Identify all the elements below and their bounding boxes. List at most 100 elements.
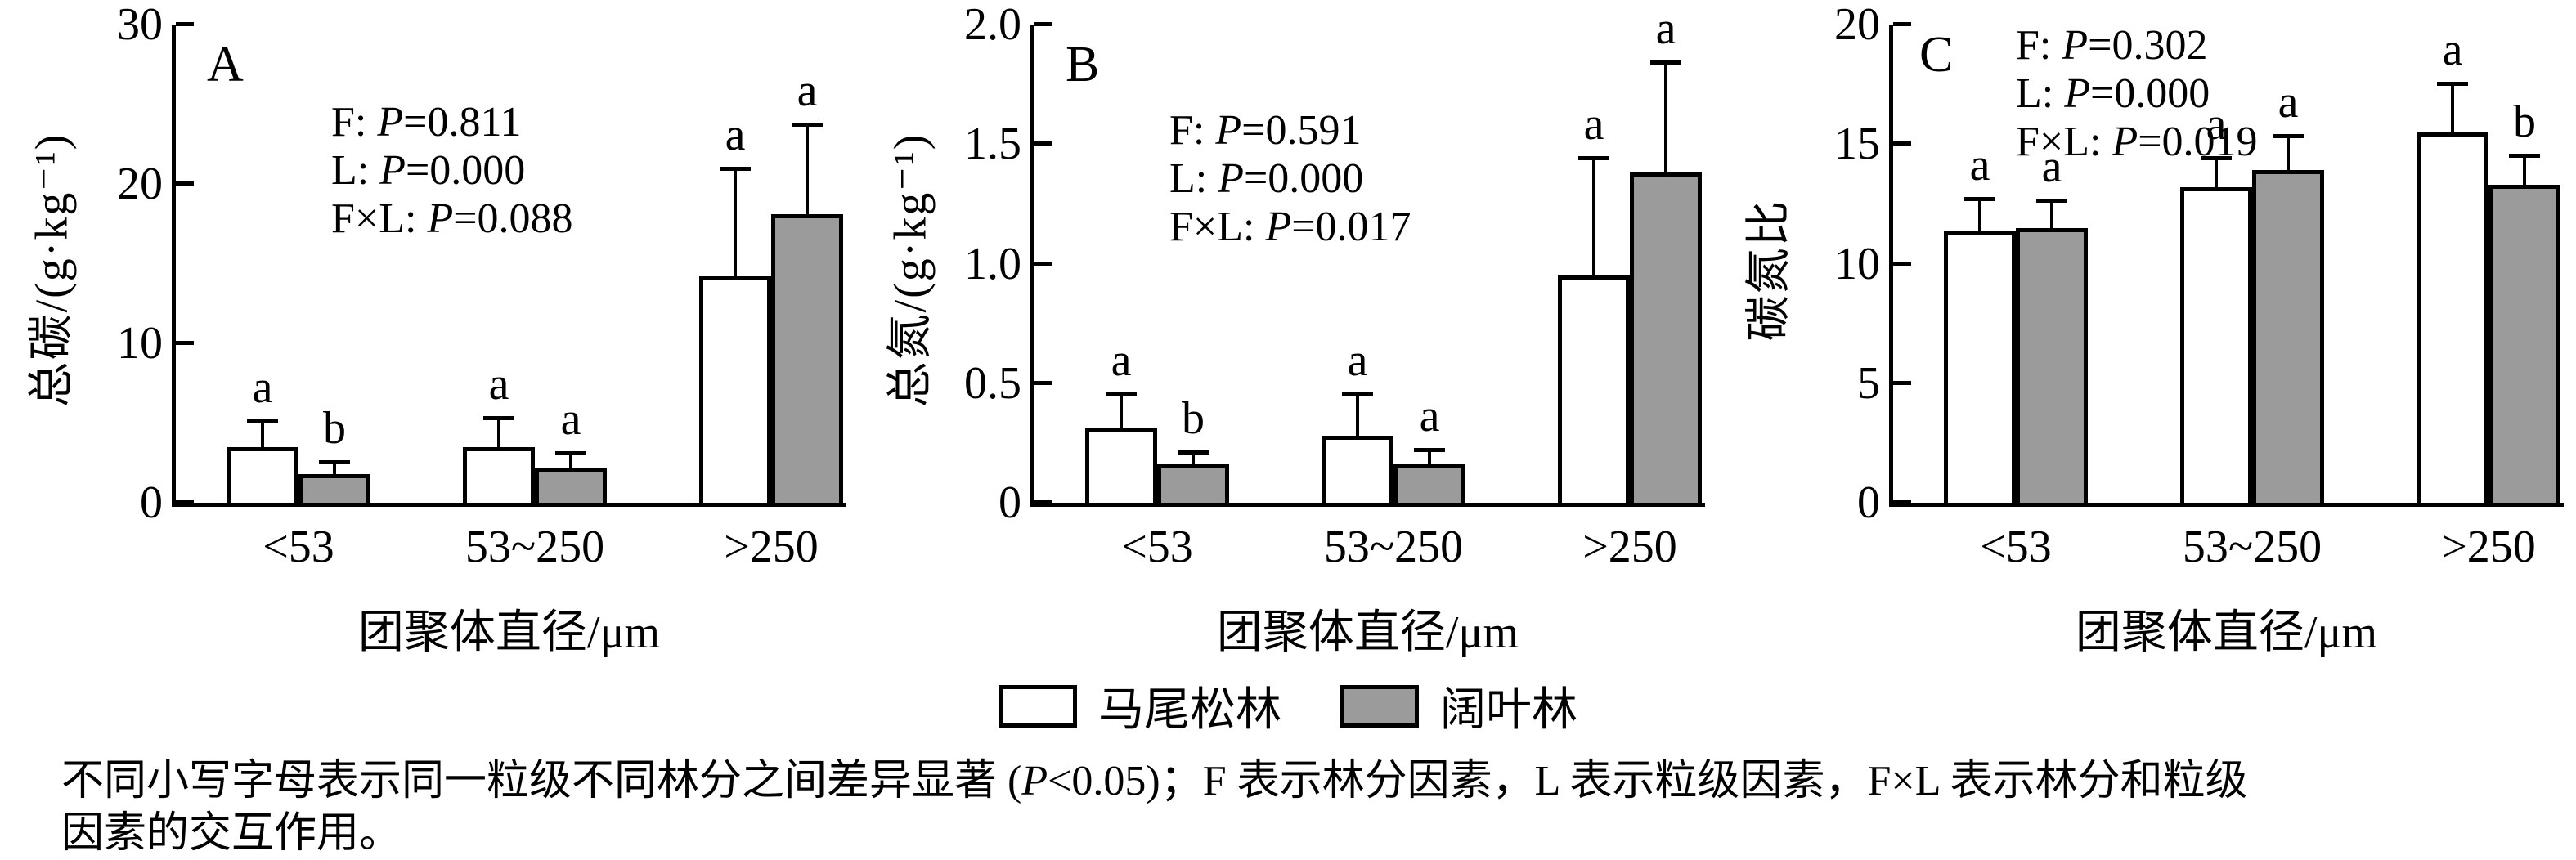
bar-broadleaf <box>535 468 607 503</box>
bar-slot: a <box>699 112 771 503</box>
plot-area-C: C F: P=0.302 L: P=0.000 F×L: P=0.019 0 5 1… <box>1834 2 2564 572</box>
significance-letter: a <box>2278 77 2299 128</box>
x-axis-title: 团聚体直径/μm <box>1216 607 1519 658</box>
y-tick-mark <box>176 341 194 345</box>
plot-area-A: A F: P=0.811 L: P=0.000 F×L: P=0.088 0 10… <box>117 2 846 572</box>
error-bar-cap <box>1178 450 1209 455</box>
significance-letter: a <box>2041 141 2062 193</box>
error-bar-cap <box>2201 155 2232 160</box>
bar-group: a b >250 <box>2417 27 2560 572</box>
significance-letter: b <box>1182 392 1205 444</box>
bar-slot: b <box>1157 396 1229 503</box>
bar-broadleaf <box>2488 184 2560 503</box>
bar-pine <box>1558 275 1630 503</box>
error-bar <box>2287 137 2290 171</box>
legend-label: 阔叶林 <box>1440 685 1577 736</box>
significance-letter: a <box>1655 2 1676 54</box>
significance-letter: a <box>1111 335 1132 387</box>
significance-letter: b <box>2513 96 2536 147</box>
legend-label: 马尾松林 <box>1098 685 1281 736</box>
y-axis-title: 碳氮比 <box>1744 199 1794 341</box>
stats-line: F: P=0.811 <box>331 99 522 146</box>
y-tick-label: 0 <box>140 477 163 528</box>
bar-slot: a <box>1393 393 1465 503</box>
stats-line: F: P=0.591 <box>1169 107 1362 154</box>
x-axis-title: 团聚体直径/μm <box>357 607 661 658</box>
bar-slot: a <box>463 361 535 503</box>
stats-line: L: P=0.000 <box>2016 70 2210 117</box>
bar-pine <box>463 446 535 503</box>
bar-slot: a <box>1944 142 2016 503</box>
error-bar <box>333 463 336 474</box>
bar-groups: a b <53 a a 53~250 a a >250 <box>176 25 846 572</box>
bar-group: a b <53 <box>227 365 370 572</box>
y-tick-mark <box>1034 22 1052 26</box>
y-tick-mark <box>176 500 194 504</box>
error-bar <box>497 418 500 447</box>
plot-wrap: C F: P=0.302 L: P=0.000 F×L: P=0.019 0 5 1… <box>1811 0 2576 658</box>
y-tick-label: 20 <box>117 159 163 209</box>
significance-letter: a <box>2206 98 2227 150</box>
panel-cn-ratio: 碳氮比 C F: P=0.302 L: P=0.000 F×L: P=0.019… <box>1717 0 2576 658</box>
significance-letter: a <box>1347 335 1368 387</box>
x-category-label: 53~250 <box>464 522 605 572</box>
y-tick-mark <box>176 22 194 26</box>
x-category-label: 53~250 <box>2182 522 2322 572</box>
bar-broadleaf <box>1393 464 1465 503</box>
y-tick-label: 0.5 <box>964 357 1021 409</box>
y-tick-mark <box>1034 500 1052 504</box>
y-tick-label: 1.5 <box>964 119 1021 170</box>
bar-broadleaf <box>2252 170 2324 503</box>
bar-slot: a <box>771 68 843 503</box>
x-axis-title: 团聚体直径/μm <box>2075 607 2378 658</box>
anova-stats: F: P=0.591 L: P=0.000 F×L: P=0.017 <box>1169 106 1411 251</box>
legend-swatch-white <box>999 684 1077 728</box>
error-bar-cap <box>2036 199 2067 204</box>
y-tick-mark <box>176 181 194 186</box>
y-axis-title: 总氮/(g·kg⁻¹) <box>885 132 936 407</box>
panel-total-nitrogen: 总氮/(g·kg⁻¹) B F: P=0.591 L: P=0.000 F×L:… <box>859 0 1717 658</box>
panel-letter: C <box>1919 27 1954 83</box>
error-bar-cap <box>1964 196 1995 201</box>
y-tick-label: 30 <box>117 0 163 50</box>
error-bar-cap <box>1578 155 1609 160</box>
bar-group: a a 53~250 <box>2180 79 2324 572</box>
anova-stats: F: P=0.811 L: P=0.000 F×L: P=0.088 <box>331 98 573 243</box>
y-tick-label: 15 <box>1834 119 1880 170</box>
bar-group: a a 53~250 <box>1322 338 1465 572</box>
y-tick-mark <box>1893 141 1911 146</box>
stats-line: F×L: P=0.017 <box>1169 204 1411 250</box>
x-category-label: <53 <box>1121 522 1193 572</box>
error-bar <box>1356 395 1359 437</box>
y-axis-title: 总碳/(g·kg⁻¹) <box>26 132 78 407</box>
bar-slot: a <box>2016 144 2088 503</box>
anova-stats: F: P=0.302 L: P=0.000 F×L: P=0.019 <box>2016 21 2258 166</box>
bar-slot: a <box>1085 338 1157 503</box>
y-tick-label: 0 <box>1857 477 1880 528</box>
error-bar <box>734 169 737 277</box>
y-tick-label: 0 <box>999 477 1021 528</box>
error-bar <box>1428 450 1431 465</box>
significance-letter: a <box>1419 390 1440 441</box>
error-bar-cap <box>2273 134 2304 139</box>
legend: 马尾松林 阔叶林 <box>0 673 2576 739</box>
y-axis-label-column: 总氮/(g·kg⁻¹) <box>859 0 953 540</box>
bar-pine <box>2180 186 2252 503</box>
figure-panels: 总碳/(g·kg⁻¹) A F: P=0.811 L: P=0.000 F×L:… <box>26 0 2576 658</box>
bar-slot: b <box>298 405 370 503</box>
figure-caption: 不同小写字母表示同一粒级不同林分之间差异显著 (P<0.05)；F 表示林分因素… <box>61 755 2527 860</box>
significance-letter: a <box>797 65 818 116</box>
caption-line-1: 不同小写字母表示同一粒级不同林分之间差异显著 (P<0.05)；F 表示林分因素… <box>61 758 2248 804</box>
bar-pine <box>1085 428 1157 503</box>
x-category-label: <53 <box>1980 522 2052 572</box>
bar-group: a a >250 <box>699 68 843 572</box>
error-bar <box>1120 395 1123 429</box>
bar-slot: a <box>227 365 298 503</box>
bar-groups: a a <53 a a 53~250 a b >250 <box>1893 25 2564 572</box>
error-bar-cap <box>2509 153 2540 158</box>
significance-letter: a <box>488 358 509 410</box>
significance-letter: a <box>725 110 746 161</box>
y-tick-mark <box>1893 22 1911 26</box>
error-bar <box>2215 158 2218 187</box>
legend-entry-broadleaf: 阔叶林 <box>1340 673 1577 739</box>
